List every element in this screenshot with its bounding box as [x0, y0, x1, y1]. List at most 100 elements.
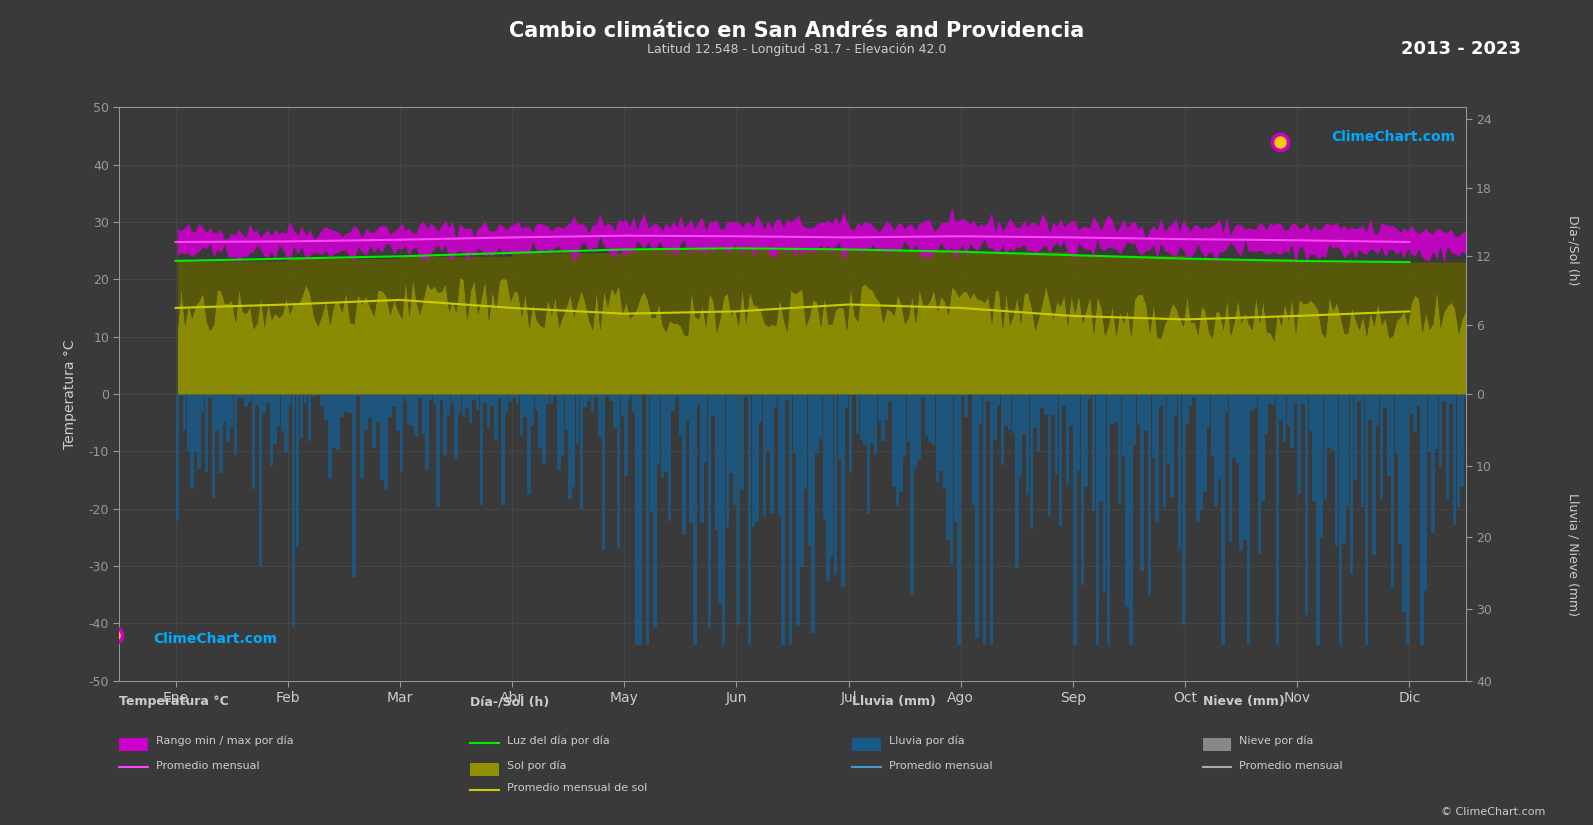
- Bar: [304, 394, 307, 403]
- Bar: [793, 394, 796, 453]
- Bar: [553, 394, 558, 396]
- Bar: [1416, 394, 1421, 407]
- Bar: [808, 394, 811, 546]
- Bar: [1493, 394, 1496, 432]
- Text: Latitud 12.548 - Longitud -81.7 - Elevación 42.0: Latitud 12.548 - Longitud -81.7 - Elevac…: [647, 43, 946, 56]
- Bar: [972, 394, 975, 506]
- Bar: [255, 394, 258, 405]
- Bar: [519, 394, 523, 436]
- Bar: [349, 394, 352, 413]
- Bar: [1091, 394, 1096, 511]
- Bar: [1107, 394, 1110, 645]
- Bar: [1365, 394, 1368, 645]
- Bar: [771, 394, 774, 513]
- Bar: [1182, 394, 1185, 625]
- Bar: [277, 394, 280, 426]
- Bar: [610, 394, 613, 401]
- Bar: [1475, 394, 1478, 427]
- Bar: [946, 394, 949, 540]
- Bar: [1029, 394, 1032, 529]
- Bar: [726, 394, 730, 527]
- Bar: [774, 394, 777, 407]
- Bar: [1026, 394, 1029, 495]
- Bar: [479, 394, 483, 505]
- Bar: [487, 394, 491, 428]
- Bar: [1040, 394, 1043, 408]
- Text: Promedio mensual: Promedio mensual: [156, 761, 260, 771]
- Bar: [1435, 394, 1438, 450]
- Bar: [1102, 394, 1107, 593]
- Bar: [1085, 394, 1088, 487]
- Bar: [954, 394, 957, 522]
- Bar: [194, 394, 198, 452]
- Text: Día-/Sol (h): Día-/Sol (h): [470, 695, 550, 709]
- Bar: [718, 394, 722, 605]
- Text: Promedio mensual: Promedio mensual: [889, 761, 992, 771]
- Bar: [816, 394, 819, 453]
- Bar: [782, 394, 785, 645]
- Bar: [849, 394, 852, 474]
- Bar: [1207, 394, 1211, 427]
- Bar: [1155, 394, 1158, 522]
- Bar: [747, 394, 752, 645]
- Bar: [1141, 394, 1144, 571]
- Bar: [1427, 394, 1431, 452]
- Bar: [628, 394, 631, 398]
- Bar: [833, 394, 838, 575]
- Bar: [591, 394, 594, 412]
- Bar: [561, 394, 564, 455]
- Bar: [710, 394, 715, 417]
- Bar: [980, 394, 983, 424]
- Bar: [752, 394, 755, 526]
- Bar: [594, 394, 597, 398]
- Bar: [1276, 394, 1279, 645]
- Bar: [296, 394, 299, 547]
- Point: [100, 628, 126, 641]
- Bar: [433, 394, 436, 403]
- Bar: [223, 394, 226, 422]
- Bar: [1137, 394, 1141, 426]
- Bar: [1152, 394, 1155, 458]
- Bar: [1262, 394, 1265, 502]
- Text: Lluvia / Nieve (mm): Lluvia / Nieve (mm): [1568, 493, 1580, 616]
- Bar: [690, 394, 693, 523]
- Bar: [1149, 394, 1152, 596]
- Bar: [693, 394, 696, 645]
- Bar: [497, 394, 502, 398]
- Bar: [299, 394, 304, 437]
- Bar: [1504, 394, 1507, 449]
- Bar: [1012, 394, 1015, 433]
- Bar: [284, 394, 288, 453]
- Bar: [454, 394, 457, 459]
- Bar: [639, 394, 642, 645]
- Bar: [1297, 394, 1301, 494]
- Bar: [1501, 394, 1504, 463]
- Bar: [564, 394, 569, 431]
- Bar: [704, 394, 707, 462]
- Text: 2013 - 2023: 2013 - 2023: [1402, 40, 1521, 58]
- Bar: [352, 394, 355, 577]
- Bar: [252, 394, 255, 489]
- Bar: [1088, 394, 1091, 399]
- Bar: [964, 394, 969, 417]
- Bar: [1464, 394, 1467, 397]
- Bar: [414, 394, 417, 436]
- Bar: [443, 394, 448, 455]
- Point: [100, 628, 126, 641]
- Bar: [940, 394, 943, 471]
- Bar: [1125, 394, 1129, 607]
- Bar: [1193, 394, 1196, 397]
- Bar: [1251, 394, 1254, 411]
- Text: Temperatura °C: Temperatura °C: [119, 695, 229, 709]
- Bar: [1051, 394, 1055, 415]
- Bar: [827, 394, 830, 581]
- Bar: [323, 394, 328, 420]
- Bar: [830, 394, 833, 557]
- Bar: [895, 394, 898, 506]
- Text: Promedio mensual de sol: Promedio mensual de sol: [507, 783, 647, 793]
- Bar: [513, 394, 516, 398]
- Bar: [237, 394, 241, 398]
- Bar: [1332, 394, 1335, 450]
- Text: Cambio climático en San Andrés and Providencia: Cambio climático en San Andrés and Provi…: [508, 21, 1085, 40]
- Bar: [664, 394, 667, 472]
